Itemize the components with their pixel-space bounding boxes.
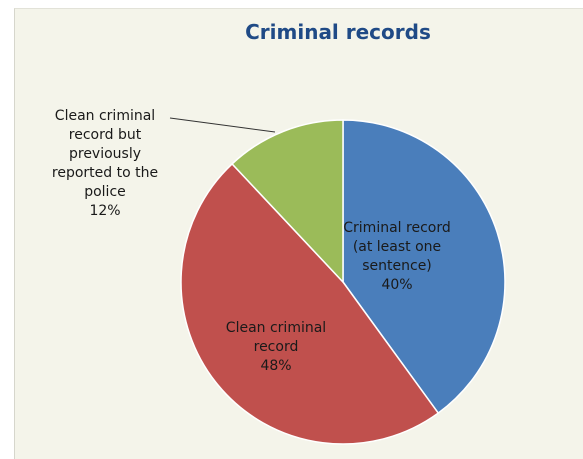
slice-label-line: police [84,184,126,200]
slice-label-3: Clean criminal record but previously report… [52,108,158,219]
slice-label-line: record [254,339,299,355]
slice-label-2: Clean criminal record 48% [226,320,326,374]
slice-label-line: Clean criminal [226,320,326,336]
slice-labels: Criminal record (at least one sentence) 40%… [52,108,451,374]
slice-label-line: Clean criminal [55,108,155,124]
pie-slice-1 [342,119,506,415]
slice-percent: 12% [89,203,120,219]
slice-label-line: Criminal record [343,220,450,236]
slice-label-line: (at least one [353,239,441,255]
slice-label-1: Criminal record (at least one sentence) 40% [343,220,450,293]
slice-percent: 40% [381,277,412,293]
slice-percent: 48% [260,358,291,374]
chart-title: Criminal records [245,20,431,44]
pie-slices [180,119,506,445]
slice-label-line: sentence) [362,258,432,274]
slice-label-line: record but [69,127,142,143]
pie-slice-2 [180,162,440,445]
leader-line [169,117,276,133]
pie-slice-3 [231,119,344,284]
slice-label-line: reported to the [52,165,158,181]
slice-label-line: previously [69,146,141,162]
